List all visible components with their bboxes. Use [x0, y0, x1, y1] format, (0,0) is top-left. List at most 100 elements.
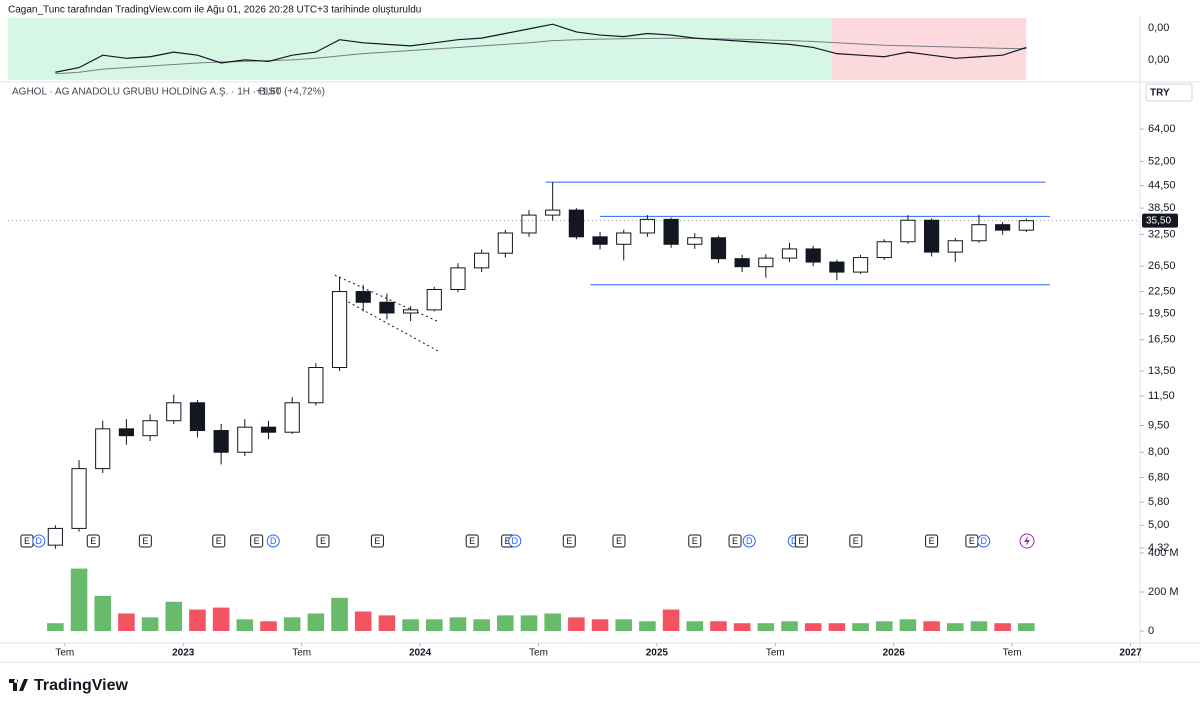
y-tick-label: 200 M	[1148, 586, 1179, 598]
change: +1,60 (+4,72%)	[256, 87, 325, 98]
candle-body	[1018, 220, 1034, 231]
volume-bar	[260, 621, 277, 631]
volume-bar	[852, 623, 869, 631]
logo: TradingView	[9, 677, 129, 694]
event-label: E	[320, 536, 326, 546]
y-tick-label: 11,50	[1148, 390, 1175, 402]
volume-bar	[47, 623, 64, 631]
volume-bar	[662, 609, 680, 631]
event-label: E	[616, 536, 622, 546]
candle-body	[474, 252, 490, 269]
volume-bar	[1018, 623, 1035, 631]
candle-body	[142, 420, 158, 437]
candle-body	[758, 257, 774, 268]
y-tick-label: 64,00	[1148, 123, 1176, 135]
y-tick-label: 0	[1148, 625, 1154, 637]
volume-bar	[710, 621, 727, 631]
volume-bar	[686, 621, 704, 631]
earnings-marker	[86, 534, 100, 548]
earnings-marker	[925, 534, 939, 548]
earnings-marker	[212, 534, 226, 548]
candle-body	[616, 232, 632, 245]
earnings-marker	[250, 534, 264, 548]
candle-body	[308, 367, 324, 404]
x-tick-label: 2025	[646, 648, 669, 659]
volume-bar	[875, 621, 893, 631]
volume-bar	[141, 617, 159, 631]
earnings-marker	[728, 534, 742, 548]
volume-bar	[568, 617, 585, 631]
volume-bar	[378, 615, 396, 631]
y-tick-label: 32,50	[1148, 228, 1176, 240]
candle-body	[829, 261, 845, 273]
volume-bar	[70, 568, 88, 631]
y-tick-label: 16,50	[1148, 334, 1176, 346]
event-label: D	[746, 536, 753, 546]
candle-body	[166, 402, 182, 422]
dividend-marker	[742, 534, 756, 548]
candle-body	[47, 527, 63, 546]
y-tick-label: 5,80	[1148, 496, 1169, 508]
earnings-marker	[688, 534, 702, 548]
volume-bar	[804, 623, 822, 631]
earnings-marker	[316, 534, 330, 548]
candle-body	[710, 237, 727, 260]
candle-body	[213, 430, 229, 453]
candle-body	[189, 402, 206, 432]
volume-bar	[639, 621, 656, 631]
volume-bar	[94, 595, 112, 631]
event-label: E	[90, 536, 96, 546]
x-tick-label: Tem	[55, 648, 74, 659]
currency-box[interactable]	[1145, 83, 1193, 102]
candle-body	[947, 240, 963, 253]
earnings-marker	[794, 534, 808, 548]
volume-bar	[733, 623, 751, 631]
trend-line	[334, 274, 440, 323]
x-tick-label: 2024	[409, 648, 432, 659]
y-tick-label: 22,50	[1148, 285, 1176, 297]
indicator-line	[55, 23, 1027, 73]
lightning[interactable]	[1019, 533, 1035, 549]
volume-bar	[165, 601, 183, 631]
event-label: E	[853, 536, 859, 546]
y-tick-label: 19,50	[1148, 308, 1176, 320]
candle-body	[521, 214, 537, 234]
dividend-marker	[32, 534, 46, 548]
y-tick-label: 6,80	[1148, 471, 1169, 483]
volume-bar	[946, 623, 964, 631]
candle-body	[237, 426, 253, 453]
candle-body	[852, 257, 869, 273]
candle-body	[450, 267, 466, 290]
event-label: E	[929, 536, 935, 546]
candle-body	[284, 402, 300, 433]
indicator-axis-label: 0,00	[1148, 22, 1169, 34]
volume-bar	[236, 619, 254, 631]
volume-bar	[354, 611, 372, 631]
last-price-label: 35,50	[1146, 215, 1171, 226]
logo-text: TradingView	[34, 677, 129, 694]
candle-body	[497, 232, 513, 254]
event-label: E	[24, 536, 30, 546]
candle-body	[639, 218, 656, 234]
y-tick-label: 5,00	[1148, 519, 1169, 531]
candle-body	[355, 291, 371, 303]
candle-body	[592, 236, 608, 245]
volume-bar	[899, 619, 917, 631]
event-label: E	[969, 536, 975, 546]
event-label: D	[270, 536, 277, 546]
trend-line	[339, 296, 440, 352]
volume-bar	[402, 619, 419, 631]
volume-bar	[118, 613, 135, 631]
event-label: D	[36, 536, 43, 546]
volume-bar	[994, 623, 1011, 631]
volume-bar	[615, 619, 633, 631]
volume-bar	[757, 623, 775, 631]
candle-body	[568, 209, 584, 238]
caption: Cagan_Tunc tarafından TradingView.com il…	[8, 5, 421, 16]
volume-bar	[283, 617, 301, 631]
currency[interactable]: TRY	[1150, 88, 1170, 99]
volume-bar	[923, 621, 940, 631]
x-tick-label: 2027	[1119, 648, 1142, 659]
volume-bar	[591, 619, 609, 631]
volume-bar	[497, 615, 514, 631]
